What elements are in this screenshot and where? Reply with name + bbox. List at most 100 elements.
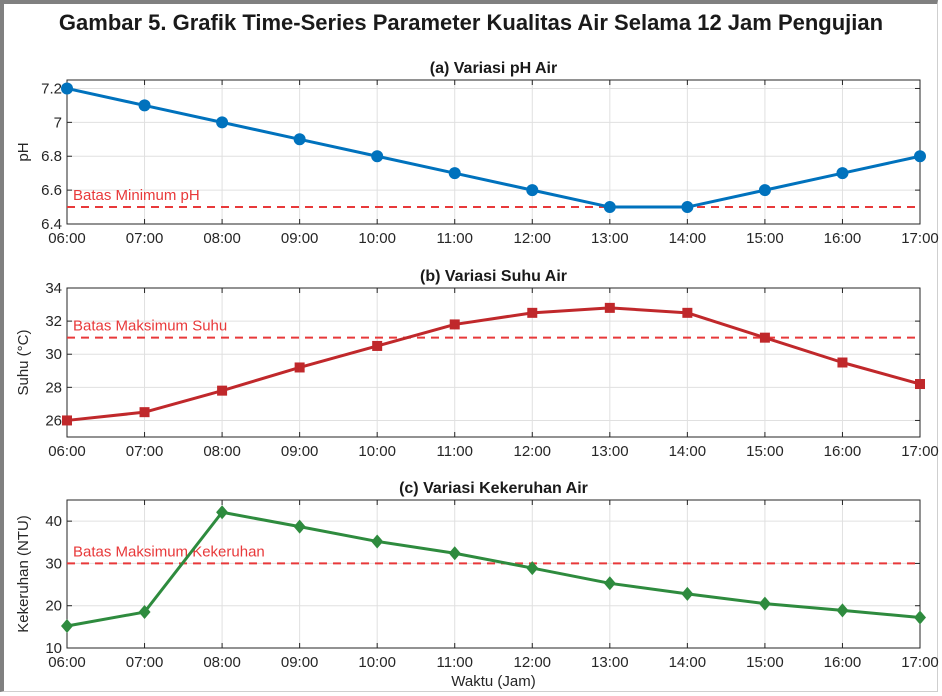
x-tick-label: 16:00 bbox=[824, 230, 862, 247]
data-point bbox=[449, 319, 460, 330]
data-point bbox=[372, 340, 383, 351]
y-tick-label: 26 bbox=[45, 412, 62, 429]
y-tick-label: 7 bbox=[54, 114, 62, 131]
data-point bbox=[294, 362, 305, 373]
x-tick-label: 11:00 bbox=[437, 443, 473, 460]
x-tick-label: 06:00 bbox=[48, 230, 86, 247]
chart-1: 06:00 07:00 08:00 09:00 10:00 11:00 12:00 13:00… bbox=[15, 60, 939, 247]
data-point bbox=[758, 184, 771, 197]
x-tick-label: 06:00 bbox=[48, 654, 86, 671]
chart-3: 06:00 07:00 08:00 09:00 10:00 11:00 12:00 13:00… bbox=[15, 480, 939, 690]
x-tick-label: 14:00 bbox=[669, 654, 707, 671]
axes-box bbox=[66, 287, 921, 438]
x-tick-label: 06:00 bbox=[48, 443, 86, 460]
x-tick-label: 13:00 bbox=[591, 654, 629, 671]
y-tick-label: 6.4 bbox=[41, 216, 62, 233]
series-line bbox=[66, 306, 921, 422]
data-point bbox=[526, 184, 539, 197]
chart-title: (a) Variasi pH Air bbox=[430, 60, 557, 77]
y-tick-label: 32 bbox=[45, 313, 62, 330]
data-point bbox=[758, 596, 771, 611]
y-tick-label: 20 bbox=[45, 598, 62, 615]
data-point bbox=[139, 407, 150, 418]
y-tick-label: 7.2 bbox=[41, 80, 62, 97]
data-point bbox=[604, 302, 615, 313]
data-point bbox=[293, 133, 306, 146]
x-tick-label: 12:00 bbox=[513, 443, 551, 460]
data-point bbox=[217, 385, 228, 396]
x-tick-label: 08:00 bbox=[203, 443, 241, 460]
data-point bbox=[448, 546, 461, 561]
data-point bbox=[682, 307, 693, 318]
data-point bbox=[837, 357, 848, 368]
data-point bbox=[371, 534, 384, 549]
data-point bbox=[216, 505, 229, 520]
data-point bbox=[681, 586, 694, 601]
data-point bbox=[914, 610, 926, 625]
y-tick-label: 10 bbox=[45, 640, 62, 657]
threshold-label: Batas Minimum pH bbox=[73, 187, 200, 204]
data-point bbox=[759, 332, 770, 343]
axes-box bbox=[66, 499, 921, 649]
y-tick-label: 6.8 bbox=[41, 148, 62, 165]
figure-title: Gambar 5. Grafik Time-Series Parameter K… bbox=[58, 10, 884, 35]
x-tick-label: 08:00 bbox=[203, 230, 241, 247]
data-point bbox=[914, 150, 926, 163]
chart-2: 06:00 07:00 08:00 09:00 10:00 11:00 12:00 13:00… bbox=[15, 268, 939, 460]
x-tick-label: 08:00 bbox=[203, 654, 241, 671]
x-tick-label: 10:00 bbox=[358, 654, 396, 671]
plot-area bbox=[67, 288, 920, 437]
x-tick-label: 14:00 bbox=[669, 443, 707, 460]
x-tick-label: 17:00 bbox=[901, 230, 939, 247]
x-tick-label: 10:00 bbox=[358, 230, 396, 247]
plot-area bbox=[67, 500, 920, 648]
data-point bbox=[293, 519, 306, 534]
data-point bbox=[603, 201, 616, 214]
data-point bbox=[836, 603, 849, 618]
y-tick-label: 30 bbox=[45, 346, 62, 363]
y-axis-label: Kekeruhan (NTU) bbox=[15, 515, 32, 633]
x-tick-label: 15:00 bbox=[746, 230, 784, 247]
x-tick-label: 14:00 bbox=[669, 230, 707, 247]
x-tick-label: 07:00 bbox=[126, 230, 164, 247]
x-axis-label: Waktu (Jam) bbox=[451, 673, 535, 690]
x-tick-label: 15:00 bbox=[746, 654, 784, 671]
x-tick-label: 13:00 bbox=[591, 230, 629, 247]
x-tick-label: 07:00 bbox=[126, 654, 164, 671]
x-tick-label: 09:00 bbox=[281, 443, 319, 460]
y-tick-label: 30 bbox=[45, 555, 62, 572]
x-tick-label: 17:00 bbox=[901, 654, 939, 671]
data-point bbox=[138, 605, 151, 620]
data-point bbox=[526, 561, 539, 576]
x-tick-label: 12:00 bbox=[513, 654, 551, 671]
x-tick-label: 10:00 bbox=[358, 443, 396, 460]
data-point bbox=[681, 201, 694, 214]
data-point bbox=[61, 619, 73, 634]
x-tick-label: 13:00 bbox=[591, 443, 629, 460]
x-tick-label: 11:00 bbox=[437, 654, 473, 671]
data-point bbox=[836, 167, 849, 180]
y-axis-label: pH bbox=[15, 142, 32, 161]
chart-title: (c) Variasi Kekeruhan Air bbox=[399, 480, 588, 497]
data-point bbox=[138, 99, 151, 112]
series-line bbox=[66, 510, 921, 628]
x-tick-label: 12:00 bbox=[513, 230, 551, 247]
x-tick-label: 11:00 bbox=[437, 230, 473, 247]
data-point bbox=[62, 415, 72, 426]
x-tick-label: 15:00 bbox=[746, 443, 784, 460]
y-tick-label: 34 bbox=[45, 280, 62, 297]
data-point bbox=[448, 167, 461, 180]
y-axis-label: Suhu (°C) bbox=[15, 329, 32, 395]
y-tick-label: 6.6 bbox=[41, 182, 62, 199]
data-point bbox=[603, 576, 616, 591]
data-point bbox=[61, 82, 73, 95]
data-point bbox=[527, 307, 538, 318]
chart-title: (b) Variasi Suhu Air bbox=[420, 268, 567, 285]
data-point bbox=[371, 150, 384, 163]
data-point bbox=[915, 379, 925, 390]
series-line bbox=[66, 87, 921, 209]
y-tick-label: 40 bbox=[45, 513, 62, 530]
data-point bbox=[216, 116, 229, 129]
